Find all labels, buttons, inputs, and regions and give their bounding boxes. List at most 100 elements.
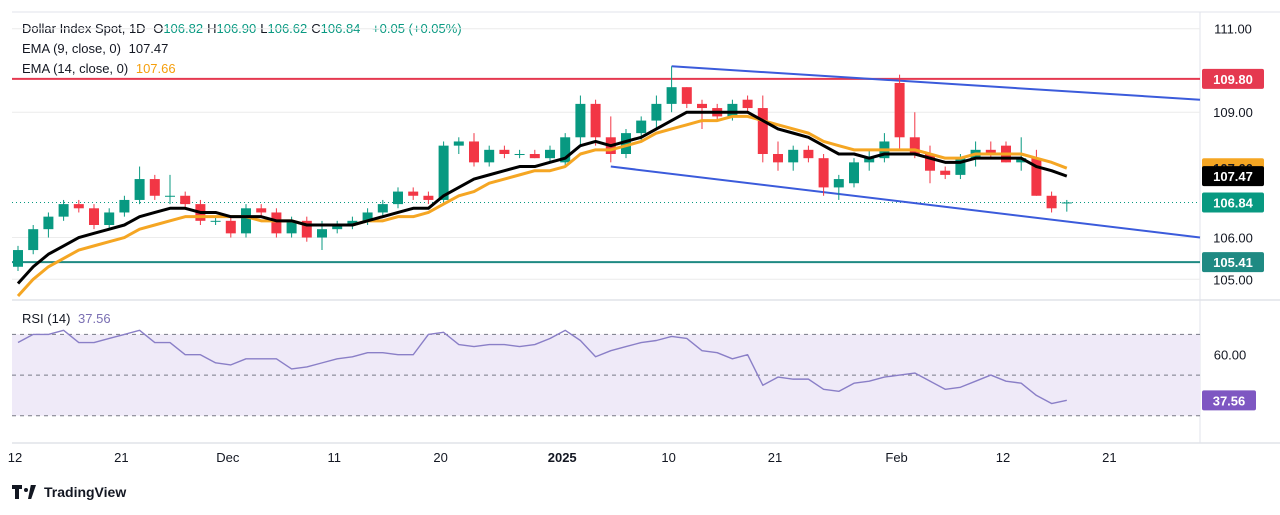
rsi-tick-label: 60.00	[1214, 348, 1247, 363]
candle-body	[423, 195, 434, 200]
rsi-value-label: 37.56	[78, 311, 111, 326]
candle-body	[484, 149, 495, 163]
legend-ema14[interactable]: EMA (14, close, 0) 107.66	[22, 60, 180, 78]
x-axis-label: 21	[1102, 450, 1116, 465]
rsi-label: RSI (14)	[22, 311, 71, 326]
rsi-badge-label: 37.56	[1213, 393, 1246, 408]
candle-body	[955, 158, 966, 175]
x-axis-label: 10	[661, 450, 675, 465]
candle-body	[803, 149, 814, 159]
candle-body	[377, 204, 388, 213]
candle-body	[849, 162, 859, 184]
candle-body	[362, 212, 373, 221]
candle-body	[818, 158, 829, 188]
candle-body	[286, 220, 297, 234]
candle-body	[271, 212, 282, 234]
candle-body	[560, 137, 571, 163]
candle-body	[438, 145, 449, 200]
channel-lower-line	[610, 165, 1201, 239]
x-axis-label: 12	[8, 450, 22, 465]
rsi-line	[17, 329, 1067, 405]
candle-body	[514, 154, 525, 155]
candle-body	[590, 103, 601, 138]
candle-body	[499, 149, 510, 154]
x-axis-label: 20	[433, 450, 447, 465]
rsi-badge	[1202, 390, 1256, 411]
candle-body	[575, 103, 586, 138]
ema9-label: EMA (9, close, 0)	[22, 41, 121, 56]
candle-body	[210, 220, 221, 222]
x-axis-label: 12	[996, 450, 1010, 465]
candle-body	[621, 133, 631, 154]
candle-body	[119, 199, 130, 213]
x-axis-label: 21	[114, 450, 128, 465]
candle-body	[1031, 158, 1042, 196]
candle-body	[742, 99, 753, 109]
candle-body	[545, 149, 555, 159]
ema14-value: 107.66	[135, 61, 176, 76]
candle-body	[636, 120, 647, 134]
candle-body	[681, 87, 692, 104]
tradingview-logo: TradingView	[12, 484, 126, 500]
candle-body	[149, 179, 160, 196]
candle-body	[241, 208, 251, 234]
x-axis-label: 2025	[548, 450, 577, 465]
candle-body	[165, 195, 175, 197]
x-axis-label: 11	[327, 450, 341, 465]
price-tick-label: 111.00	[1214, 22, 1252, 37]
price-tick-label: 105.00	[1213, 272, 1253, 287]
candle-body	[13, 250, 23, 267]
x-axis-label: Feb	[885, 450, 907, 465]
candle-body	[833, 179, 844, 188]
price-badge	[1202, 68, 1264, 89]
price-badge-label: 109.80	[1213, 72, 1253, 87]
candle-body	[73, 204, 84, 209]
price-badge	[1202, 192, 1264, 213]
channel-upper-line	[671, 65, 1201, 101]
candle-body	[453, 141, 464, 146]
candle-body	[28, 229, 39, 251]
price-badge	[1202, 252, 1264, 273]
x-axis-label: 21	[768, 450, 782, 465]
candle-body	[1046, 195, 1057, 209]
candle-body	[134, 179, 145, 200]
price-badge-label: 106.84	[1213, 195, 1254, 210]
candle-body	[301, 220, 312, 238]
candle-body	[727, 103, 738, 117]
candle-body	[985, 149, 996, 154]
candle-body	[393, 191, 403, 205]
candle-body	[225, 220, 236, 234]
candle-body	[347, 220, 358, 225]
candle-body	[909, 137, 920, 154]
candle-body	[788, 149, 799, 163]
candle-body	[256, 208, 267, 213]
price-chart[interactable]: 111.00 109.00 106.00 105.00 109.80 107.66 107.…	[0, 0, 1280, 480]
candle-body	[925, 154, 935, 171]
ema14-label: EMA (14, close, 0)	[22, 61, 129, 76]
legend-rsi[interactable]: RSI (14) 37.56	[22, 310, 115, 328]
candle-body	[317, 229, 327, 238]
ema9-value: 107.47	[128, 41, 169, 56]
candle-body	[666, 87, 677, 104]
candle-body	[43, 216, 54, 230]
candle-body	[408, 191, 419, 196]
candle-body	[104, 212, 115, 225]
price-tick-label: 109.00	[1213, 105, 1253, 120]
candle-body	[58, 204, 69, 217]
candle-body	[1061, 202, 1072, 204]
tradingview-mark-icon	[12, 485, 38, 499]
legend-ema9[interactable]: EMA (9, close, 0) 107.47	[22, 40, 172, 58]
candle-body	[1016, 158, 1027, 163]
candle-body	[940, 170, 951, 175]
price-tick-label: 106.00	[1213, 231, 1253, 246]
candle-body	[332, 225, 343, 230]
ema9-line	[16, 110, 1068, 285]
price-badge-label: 105.41	[1213, 255, 1253, 270]
candle-body	[469, 141, 479, 163]
candle-body	[651, 103, 662, 121]
candle-body	[180, 195, 191, 205]
x-axis-label: Dec	[216, 450, 240, 465]
candle-body	[89, 208, 99, 225]
tradingview-wordmark: TradingView	[44, 484, 127, 500]
candle-body	[773, 154, 783, 163]
